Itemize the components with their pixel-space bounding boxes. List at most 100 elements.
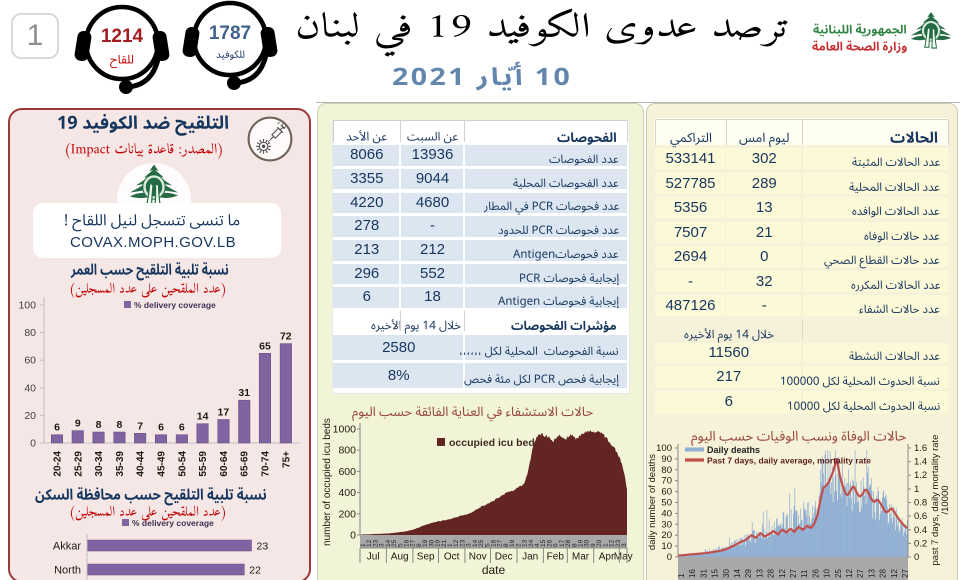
svg-text:45-49: 45-49 <box>157 451 168 477</box>
svg-text:1: 1 <box>677 573 686 578</box>
svg-text:Apr: Apr <box>599 552 615 563</box>
svg-text:30: 30 <box>661 519 672 530</box>
svg-text:Sep: Sep <box>417 552 435 563</box>
svg-text:13: 13 <box>755 569 764 578</box>
svg-text:30: 30 <box>722 569 731 578</box>
svg-text:31: 31 <box>699 569 708 578</box>
svg-text:0.4: 0.4 <box>914 525 927 536</box>
svg-text:/10000: /10000 <box>940 485 951 514</box>
svg-text:Feb: Feb <box>547 552 565 563</box>
svg-text:0: 0 <box>914 552 919 563</box>
svg-text:Oct: Oct <box>444 552 460 563</box>
svg-text:40: 40 <box>24 382 36 394</box>
svg-text:12: 12 <box>845 569 854 578</box>
svg-text:3: 3 <box>379 543 386 547</box>
svg-text:Mar: Mar <box>572 552 590 563</box>
svg-text:11: 11 <box>800 569 809 578</box>
svg-text:26: 26 <box>546 539 553 547</box>
svg-text:3: 3 <box>466 543 473 547</box>
svg-text:12: 12 <box>366 539 373 547</box>
svg-text:occupied icu bed: occupied icu bed <box>449 437 535 449</box>
svg-text:North: North <box>54 565 81 577</box>
svg-text:30-34: 30-34 <box>94 451 105 477</box>
svg-text:1000: 1000 <box>333 424 357 436</box>
svg-text:12: 12 <box>453 539 460 547</box>
svg-text:0: 0 <box>350 530 356 542</box>
svg-text:20: 20 <box>24 410 36 422</box>
svg-text:Jan: Jan <box>522 552 538 563</box>
svg-text:15: 15 <box>711 569 720 578</box>
svg-text:9: 9 <box>590 543 597 547</box>
svg-text:19: 19 <box>422 539 429 547</box>
svg-text:27: 27 <box>497 539 504 547</box>
svg-text:0.8: 0.8 <box>914 498 927 509</box>
svg-text:daily number of deaths: daily number of deaths <box>647 454 658 550</box>
svg-text:23: 23 <box>372 539 379 547</box>
svg-text:date: date <box>482 563 506 577</box>
svg-text:65: 65 <box>259 340 271 352</box>
svg-text:13: 13 <box>867 569 876 578</box>
svg-text:50: 50 <box>661 498 672 509</box>
svg-text:90: 90 <box>661 454 672 465</box>
svg-text:20: 20 <box>596 539 603 547</box>
svg-text:8: 8 <box>116 419 122 431</box>
svg-text:20-24: 20-24 <box>53 451 64 477</box>
svg-text:0: 0 <box>667 552 672 563</box>
svg-text:0.2: 0.2 <box>914 538 927 549</box>
svg-text:Nov: Nov <box>469 552 487 563</box>
svg-text:1.4: 1.4 <box>914 457 927 468</box>
svg-text:6: 6 <box>158 422 164 434</box>
svg-text:Dec: Dec <box>495 552 513 563</box>
svg-text:19: 19 <box>578 539 585 547</box>
svg-text:600: 600 <box>338 466 356 478</box>
svg-text:1: 1 <box>914 484 919 495</box>
svg-text:25-29: 25-29 <box>73 451 84 477</box>
svg-text:10: 10 <box>435 539 442 547</box>
svg-text:3: 3 <box>621 543 628 547</box>
svg-text:14: 14 <box>385 539 392 547</box>
svg-text:4: 4 <box>534 543 541 547</box>
svg-text:20: 20 <box>661 530 672 541</box>
svg-text:72: 72 <box>280 331 292 343</box>
svg-text:27: 27 <box>856 569 865 578</box>
svg-text:70-74: 70-74 <box>261 451 272 477</box>
svg-text:40-44: 40-44 <box>136 451 147 477</box>
svg-text:28: 28 <box>565 539 572 547</box>
svg-text:28: 28 <box>767 569 776 578</box>
svg-text:80: 80 <box>24 327 36 339</box>
svg-text:17: 17 <box>218 407 230 419</box>
svg-text:5: 5 <box>484 543 491 547</box>
svg-text:15: 15 <box>540 539 547 547</box>
svg-text:50-54: 50-54 <box>177 451 188 477</box>
svg-text:10: 10 <box>823 569 832 578</box>
svg-text:16: 16 <box>688 569 697 578</box>
svg-text:12: 12 <box>890 569 899 578</box>
svg-text:number of occupied icu beds: number of occupied icu beds <box>322 418 333 546</box>
svg-text:35-39: 35-39 <box>115 451 126 477</box>
svg-text:27: 27 <box>410 539 417 547</box>
svg-text:12: 12 <box>778 569 787 578</box>
svg-text:5: 5 <box>397 543 404 547</box>
svg-text:25: 25 <box>478 539 485 547</box>
svg-text:25: 25 <box>391 539 398 547</box>
svg-text:24: 24 <box>528 539 535 547</box>
svg-text:Aug: Aug <box>391 552 409 563</box>
svg-text:0.6: 0.6 <box>914 511 927 522</box>
svg-text:22: 22 <box>249 565 261 577</box>
svg-text:13: 13 <box>522 539 529 547</box>
svg-text:23: 23 <box>615 539 622 547</box>
svg-text:8: 8 <box>571 543 578 547</box>
svg-text:6: 6 <box>54 422 60 434</box>
svg-text:65-69: 65-69 <box>240 451 251 477</box>
svg-text:29: 29 <box>744 569 753 578</box>
svg-text:27: 27 <box>789 569 798 578</box>
svg-text:1: 1 <box>447 543 454 547</box>
svg-text:1: 1 <box>602 543 609 547</box>
svg-text:400: 400 <box>338 487 356 499</box>
svg-text:1.2: 1.2 <box>914 470 927 481</box>
svg-text:25: 25 <box>834 569 843 578</box>
svg-text:27: 27 <box>901 569 910 578</box>
svg-text:75+: 75+ <box>281 451 292 468</box>
svg-text:16: 16 <box>491 539 498 547</box>
svg-text:55-59: 55-59 <box>198 451 209 477</box>
